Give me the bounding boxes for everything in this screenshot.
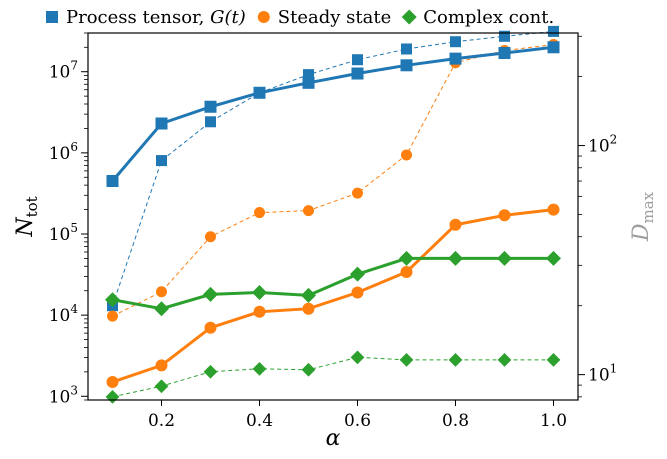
data-point bbox=[154, 301, 169, 317]
data-point bbox=[351, 67, 364, 80]
series-4 bbox=[105, 250, 561, 317]
y-tick-label: 106 bbox=[49, 140, 78, 164]
data-point bbox=[546, 353, 561, 367]
data-point bbox=[303, 205, 314, 217]
plot-frame bbox=[87, 32, 579, 401]
data-point bbox=[105, 292, 120, 308]
data-point bbox=[400, 59, 413, 72]
data-point bbox=[105, 389, 120, 404]
data-point bbox=[399, 353, 414, 367]
data-point bbox=[252, 285, 267, 301]
data-point bbox=[448, 353, 463, 367]
data-point bbox=[155, 359, 168, 372]
data-point bbox=[253, 86, 266, 99]
series-line bbox=[111, 45, 554, 182]
data-point bbox=[253, 305, 266, 318]
x-tick-label: 0.4 bbox=[246, 411, 273, 431]
data-point bbox=[401, 149, 412, 161]
legend-marker bbox=[401, 9, 417, 25]
series-line bbox=[112, 356, 554, 398]
data-point bbox=[448, 250, 463, 266]
data-point bbox=[203, 286, 218, 302]
data-point bbox=[499, 30, 510, 42]
data-point bbox=[351, 286, 364, 299]
series-1 bbox=[107, 25, 559, 312]
data-point bbox=[252, 361, 267, 376]
data-point bbox=[401, 43, 412, 55]
series-line bbox=[112, 30, 554, 306]
series-line bbox=[112, 256, 554, 311]
series-3 bbox=[107, 39, 559, 322]
data-point bbox=[352, 187, 363, 199]
data-point bbox=[498, 47, 511, 60]
data-point bbox=[107, 310, 118, 322]
series-5 bbox=[105, 350, 561, 404]
data-point bbox=[301, 362, 316, 377]
data-point bbox=[302, 76, 315, 89]
data-point bbox=[205, 231, 216, 243]
y-tick-label: 104 bbox=[49, 302, 79, 326]
legend-label: Complex cont. bbox=[423, 7, 554, 28]
y-right-tick-label: 102 bbox=[588, 133, 617, 157]
data-point bbox=[205, 116, 216, 128]
data-point bbox=[350, 266, 365, 282]
data-point bbox=[204, 321, 217, 334]
series-2 bbox=[106, 203, 560, 388]
data-point bbox=[106, 375, 119, 388]
data-point bbox=[449, 218, 462, 231]
legend-marker bbox=[257, 11, 270, 23]
data-point bbox=[350, 350, 365, 365]
data-point bbox=[450, 36, 461, 48]
data-point bbox=[303, 69, 314, 81]
data-point bbox=[497, 353, 512, 367]
data-point bbox=[155, 117, 168, 130]
y-axis-label: Ntot bbox=[13, 196, 41, 237]
data-point bbox=[301, 287, 316, 303]
x-tick-label: 0.8 bbox=[442, 411, 469, 431]
data-point bbox=[154, 379, 169, 394]
x-tick-label: 0.2 bbox=[148, 411, 175, 431]
data-point bbox=[204, 100, 217, 113]
data-point bbox=[352, 54, 363, 66]
data-point bbox=[106, 174, 119, 187]
y-tick-label: 107 bbox=[49, 59, 78, 83]
data-point bbox=[156, 155, 167, 167]
data-point bbox=[400, 266, 413, 279]
data-point bbox=[254, 207, 265, 219]
legend: Process tensor, G(t) Steady state Complex … bbox=[46, 7, 554, 28]
data-point bbox=[203, 364, 218, 379]
axes: 0.2 0.4 0.6 0.8 1.0 103 104 105 106 107 101 102 α Nto… bbox=[13, 32, 657, 451]
x-tick-label: 1.0 bbox=[540, 411, 567, 431]
data-point bbox=[548, 25, 559, 37]
data-point bbox=[547, 203, 560, 216]
data-point bbox=[449, 52, 462, 65]
y-tick-label: 103 bbox=[49, 383, 78, 407]
y-right-axis-label: Dmax bbox=[629, 191, 657, 242]
x-axis-label: α bbox=[326, 426, 341, 451]
legend-label: Process tensor, G(t) bbox=[66, 7, 246, 28]
data-point bbox=[156, 286, 167, 298]
legend-marker bbox=[46, 11, 58, 23]
y-right-tick-label: 101 bbox=[588, 362, 617, 386]
data-point bbox=[302, 302, 315, 315]
legend-label: Steady state bbox=[278, 7, 391, 28]
series-0 bbox=[106, 41, 560, 187]
series-line bbox=[112, 44, 554, 317]
plot-area bbox=[105, 25, 561, 404]
y-tick-label: 105 bbox=[49, 221, 78, 245]
series-line bbox=[112, 208, 554, 384]
data-point bbox=[546, 250, 561, 266]
x-tick-label: 0.6 bbox=[344, 411, 371, 431]
data-point bbox=[399, 250, 414, 266]
data-point bbox=[498, 209, 511, 222]
data-point bbox=[497, 250, 512, 266]
data-point bbox=[547, 41, 560, 54]
